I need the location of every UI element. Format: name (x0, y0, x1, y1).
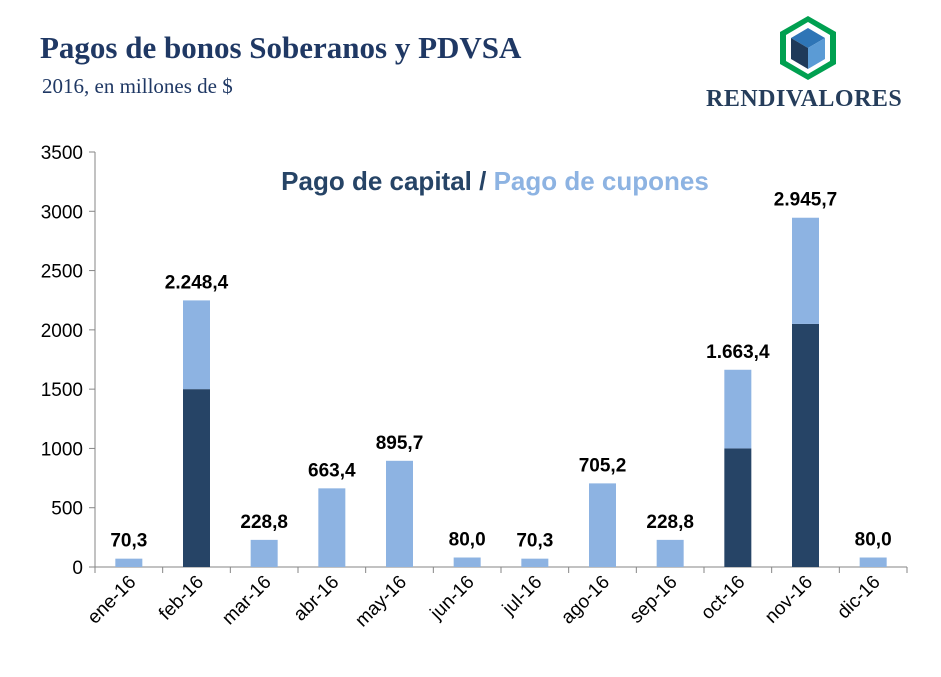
data-label: 663,4 (308, 460, 356, 481)
chart-subtitle: 2016, en millones de $ (42, 74, 233, 98)
bar-cupones (250, 539, 278, 567)
y-tick-label: 3000 (41, 202, 83, 223)
x-tick-label: ago-16 (557, 572, 614, 629)
legend-cupones: Pago de cupones (494, 166, 709, 196)
data-label: 2.248,4 (165, 272, 229, 293)
data-label: 228,8 (646, 512, 694, 533)
bar-cupones (318, 488, 346, 567)
bar-cupones (724, 369, 752, 449)
bar-cupones (115, 558, 143, 567)
y-tick-label: 2500 (41, 262, 83, 283)
data-label: 228,8 (240, 512, 288, 533)
bar-cupones (521, 558, 549, 567)
bar-cupones (453, 557, 481, 567)
bar-cupones (589, 483, 616, 567)
x-tick-label: ene-16 (84, 572, 141, 629)
data-label: 1.663,4 (706, 342, 770, 363)
y-tick-label: 1500 (41, 380, 83, 401)
data-label: 70,3 (516, 531, 553, 552)
bar-capital (724, 448, 752, 567)
y-tick-label: 1000 (41, 439, 83, 460)
y-tick-label: 3500 (41, 143, 83, 164)
bar-capital (792, 323, 819, 567)
data-label: 70,3 (110, 531, 147, 552)
logo-cube-right (808, 38, 825, 69)
x-tick-label: abr-16 (290, 572, 344, 626)
x-tick-label: feb-16 (155, 572, 208, 625)
data-label: 80,0 (449, 530, 486, 551)
y-tick-label: 500 (51, 499, 83, 520)
bar-cupones (859, 557, 887, 567)
data-label: 705,2 (579, 455, 627, 476)
x-tick-label: oct-16 (697, 572, 749, 624)
bar-cupones (656, 539, 684, 567)
bar-cupones (183, 300, 210, 390)
bar-cupones (792, 217, 819, 324)
legend-separator: / (479, 166, 493, 196)
chart-value-labels: 70,3 2.248,4 228,8 663,4 895,7 80,0 70,3 705,2 2… (110, 190, 891, 552)
x-tick-label: dic-16 (833, 572, 884, 623)
x-tick-label: sep-16 (626, 572, 682, 628)
chart-bars (115, 217, 887, 567)
data-label: 2.945,7 (774, 190, 837, 211)
brand-name: RENDIVALORES (706, 86, 903, 112)
rendivalores-logo-icon (780, 16, 836, 80)
data-label: 80,0 (855, 530, 892, 551)
x-tick-label: jun-16 (426, 572, 479, 625)
x-tick-label: nov-16 (761, 572, 817, 628)
data-label: 895,7 (376, 433, 424, 454)
x-tick-label: mar-16 (218, 572, 275, 629)
y-tick-label: 2000 (41, 321, 83, 342)
bar-capital (183, 389, 210, 567)
x-tick-label: may-16 (351, 572, 411, 632)
logo-cube-left (791, 38, 808, 69)
x-tick-label: jul-16 (498, 572, 546, 620)
chart-legend-title: Pago de capital / Pago de cupones (281, 166, 709, 196)
legend-capital: Pago de capital (281, 166, 472, 196)
y-tick-label: 0 (72, 558, 83, 579)
chart-title: Pagos de bonos Soberanos y PDVSA (40, 30, 522, 65)
bar-cupones (386, 460, 413, 567)
